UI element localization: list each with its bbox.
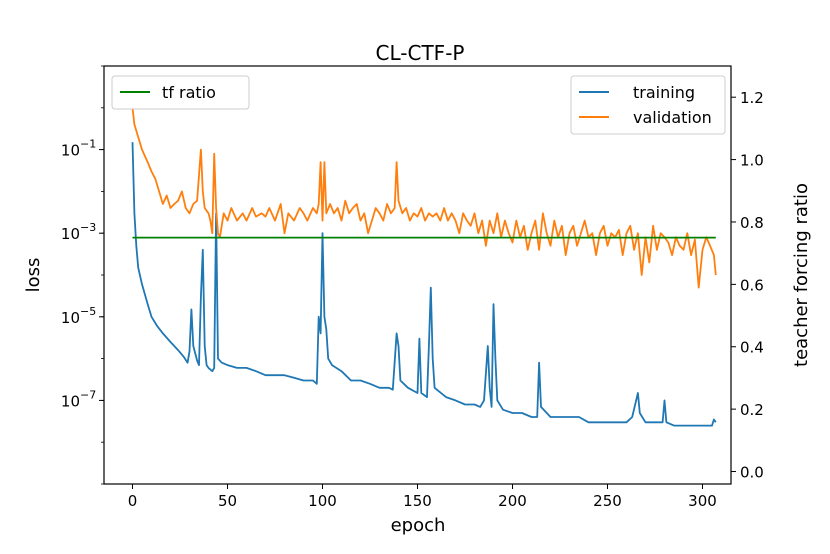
legend-label: validation — [633, 108, 712, 127]
x-axis: 0 50 100 150 200 250 300 — [128, 484, 717, 510]
y2-tick-label: 0.8 — [740, 214, 764, 232]
y-tick-exponent: −5 — [80, 305, 96, 318]
legend-box — [111, 75, 250, 110]
y2-tick-label: 0.2 — [740, 401, 764, 419]
series-line-training — [131, 142, 717, 427]
x-tick-label: 150 — [403, 492, 432, 510]
y-tick-label: 10 — [61, 309, 80, 327]
chart-title: CL-CTF-P — [376, 41, 465, 65]
y2-axis: 0.0 0.2 0.4 0.6 0.8 1.0 1.2 — [731, 89, 764, 482]
y2-axis-label: teacher forcing ratio — [791, 183, 812, 367]
legend-label: tf ratio — [162, 83, 216, 102]
y-tick-label: 10 — [61, 225, 80, 243]
legend-box — [570, 75, 726, 135]
y2-tick-label: 0.4 — [740, 339, 764, 357]
y-axis: 10−110−310−510−7 — [61, 65, 104, 485]
y2-tick-label: 1.0 — [740, 152, 764, 170]
x-tick-label: 200 — [498, 492, 527, 510]
x-tick-label: 300 — [688, 492, 717, 510]
y-tick-label: 10 — [61, 392, 80, 410]
y2-tick-label: 0.0 — [740, 464, 764, 482]
x-tick-label: 100 — [308, 492, 337, 510]
series-line-validation — [131, 107, 717, 289]
legend-tf-ratio: tf ratio — [111, 75, 250, 110]
x-tick-label: 50 — [218, 492, 237, 510]
y-tick-exponent: −1 — [80, 138, 96, 151]
x-tick-label: 0 — [128, 492, 138, 510]
x-axis-label: epoch — [391, 515, 446, 536]
legend-loss: training validation — [570, 75, 726, 135]
y-axis-label: loss — [23, 258, 44, 293]
x-tick-label: 250 — [593, 492, 622, 510]
y-tick-exponent: −7 — [80, 388, 96, 401]
series-layer — [131, 107, 717, 427]
legend-label: training — [633, 83, 695, 102]
y-tick-exponent: −3 — [80, 221, 96, 234]
y2-tick-label: 1.2 — [740, 89, 764, 107]
y-tick-label: 10 — [61, 142, 80, 160]
y2-tick-label: 0.6 — [740, 276, 764, 294]
